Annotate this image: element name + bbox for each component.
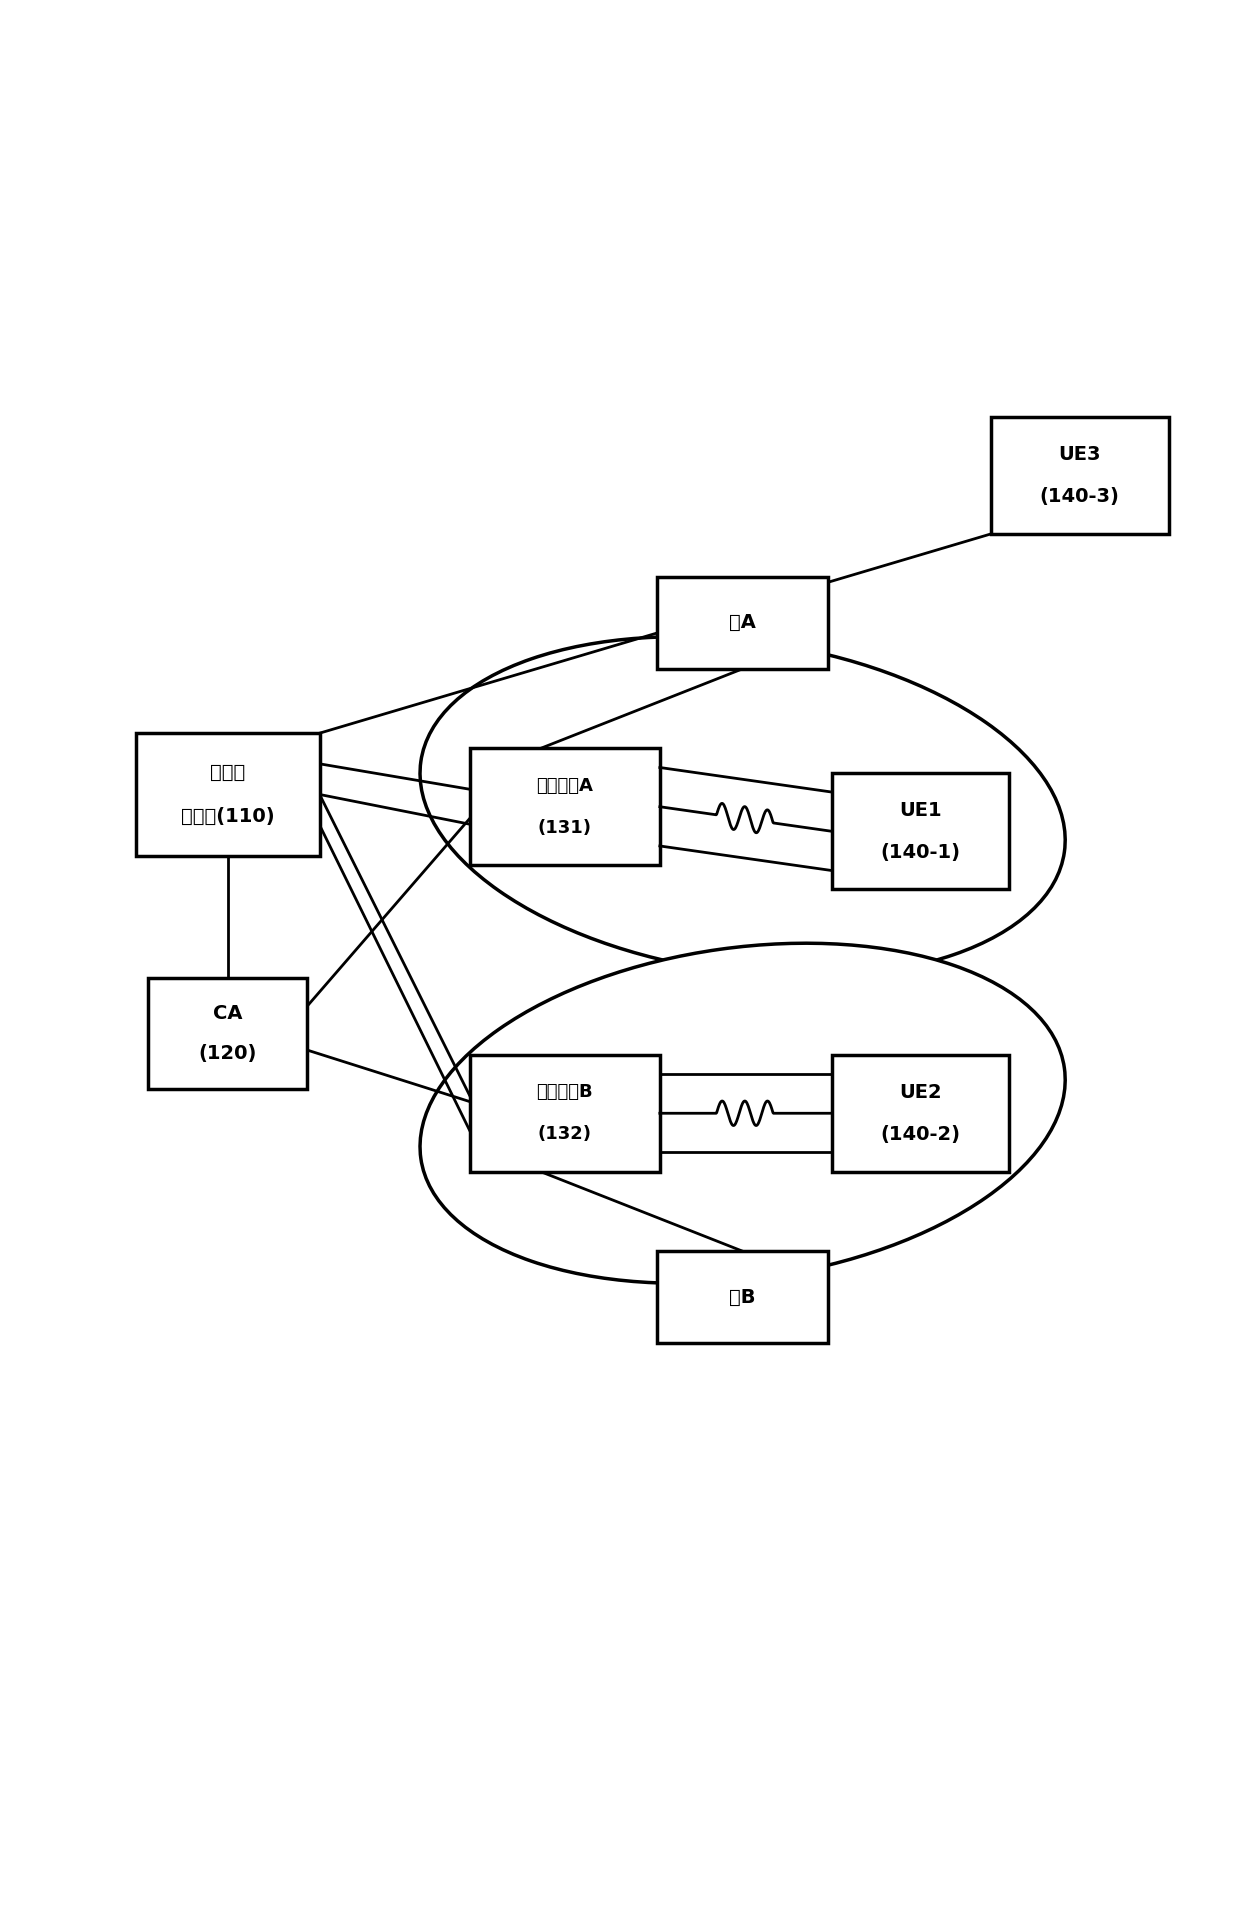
Text: (120): (120) bbox=[198, 1044, 257, 1064]
Text: UE1: UE1 bbox=[899, 801, 941, 820]
FancyBboxPatch shape bbox=[657, 1252, 828, 1344]
FancyBboxPatch shape bbox=[470, 1054, 660, 1171]
Text: 个人云(110): 个人云(110) bbox=[181, 806, 274, 826]
Text: UE2: UE2 bbox=[899, 1083, 941, 1102]
FancyBboxPatch shape bbox=[991, 417, 1168, 534]
Ellipse shape bbox=[420, 637, 1065, 977]
Text: 公共云: 公共云 bbox=[210, 762, 246, 781]
FancyBboxPatch shape bbox=[148, 979, 308, 1089]
FancyBboxPatch shape bbox=[832, 1054, 1009, 1171]
Text: 云B: 云B bbox=[729, 1288, 756, 1308]
Text: CA: CA bbox=[213, 1004, 242, 1023]
Text: UE3: UE3 bbox=[1059, 445, 1101, 465]
FancyBboxPatch shape bbox=[832, 774, 1009, 889]
Text: (131): (131) bbox=[538, 818, 591, 837]
FancyBboxPatch shape bbox=[657, 576, 828, 668]
FancyBboxPatch shape bbox=[470, 749, 660, 866]
Text: (140-2): (140-2) bbox=[880, 1125, 961, 1144]
Text: (140-3): (140-3) bbox=[1040, 488, 1120, 507]
Text: (140-1): (140-1) bbox=[880, 843, 961, 862]
Text: 云集群器A: 云集群器A bbox=[537, 778, 593, 795]
Text: (132): (132) bbox=[538, 1125, 591, 1142]
Text: 云集群器B: 云集群器B bbox=[537, 1083, 593, 1102]
Text: 云A: 云A bbox=[729, 612, 756, 632]
Ellipse shape bbox=[420, 943, 1065, 1283]
FancyBboxPatch shape bbox=[135, 733, 320, 856]
